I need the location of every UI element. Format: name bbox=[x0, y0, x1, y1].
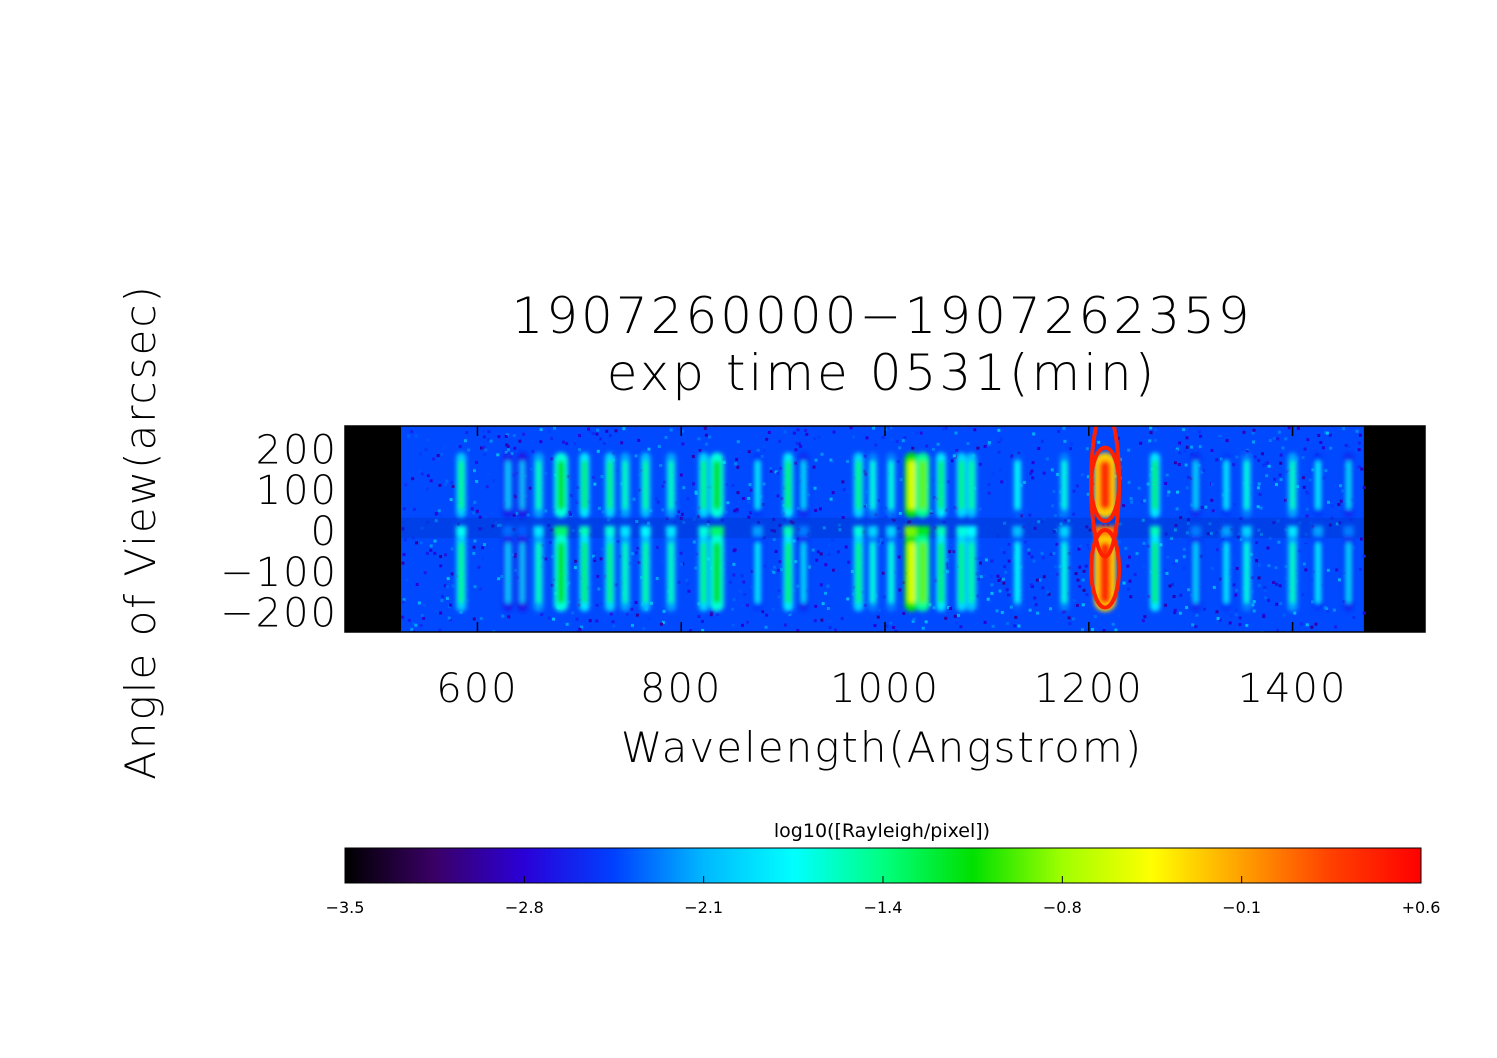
emission-line bbox=[1241, 452, 1252, 612]
colorbar-tick: −2.8 bbox=[505, 876, 544, 917]
x-tick: 1000 bbox=[830, 426, 940, 712]
colorbar-tick: −2.1 bbox=[684, 876, 723, 917]
emission-line bbox=[1094, 452, 1117, 612]
y-tick-label: 200 bbox=[256, 427, 338, 473]
emission-line bbox=[956, 452, 967, 612]
emission-line bbox=[966, 452, 977, 612]
colorbar-ticks: −3.5 −2.8 −2.1 −1.4 −0.8 −0.1 +0.6 bbox=[326, 876, 1441, 917]
emission-line bbox=[1287, 452, 1298, 612]
x-tick-label: 1400 bbox=[1238, 666, 1348, 712]
emission-line bbox=[503, 452, 514, 612]
x-tick-label: 800 bbox=[640, 666, 722, 712]
lyman-alpha-feature bbox=[1089, 426, 1122, 610]
emission-line bbox=[752, 452, 763, 612]
emission-line bbox=[579, 452, 590, 612]
colorbar-tick-label: −1.4 bbox=[864, 898, 903, 917]
y-tick: −200 bbox=[220, 591, 1425, 637]
y-tick-label: −200 bbox=[220, 591, 338, 637]
emission-line bbox=[853, 452, 864, 612]
emission-line bbox=[1221, 452, 1232, 612]
x-tick-label: 1200 bbox=[1034, 666, 1144, 712]
x-tick-label: 1000 bbox=[830, 666, 940, 712]
emission-line bbox=[1343, 452, 1354, 612]
chart-subtitle: exp time 0531(min) bbox=[607, 344, 1158, 402]
colorbar: log10([Rayleigh/pixel]) −3.5 −2.8 −2.1 −1.4… bbox=[326, 820, 1441, 917]
colorbar-tick: −1.4 bbox=[864, 876, 903, 917]
emission-line bbox=[554, 452, 568, 612]
emission-line bbox=[1190, 452, 1201, 612]
emission-line bbox=[517, 452, 528, 612]
emission-line bbox=[666, 452, 677, 612]
colorbar-tick: −0.1 bbox=[1222, 876, 1261, 917]
colorbar-tick: +0.6 bbox=[1402, 876, 1441, 917]
emission-line bbox=[798, 452, 809, 612]
y-axis-label: Angle of View(arcsec) bbox=[116, 284, 165, 780]
heatmap-image bbox=[401, 426, 1366, 632]
y-tick: −100 bbox=[220, 550, 1425, 596]
colorbar-label: log10([Rayleigh/pixel]) bbox=[774, 820, 990, 842]
y-tick: 200 bbox=[256, 427, 1425, 473]
emission-line bbox=[936, 452, 947, 612]
emission-lines bbox=[456, 452, 1354, 612]
x-tick: 600 bbox=[436, 426, 518, 712]
colorbar-tick: −3.5 bbox=[326, 876, 365, 917]
emission-line bbox=[1150, 452, 1160, 612]
emission-line bbox=[1059, 452, 1070, 612]
emission-line bbox=[456, 452, 467, 612]
y-tick: 0 bbox=[311, 509, 1425, 555]
x-tick: 800 bbox=[640, 426, 722, 712]
colorbar-tick-label: −2.1 bbox=[684, 898, 723, 917]
emission-line bbox=[709, 452, 724, 612]
y-tick-label: 100 bbox=[256, 468, 338, 514]
x-tick-label: 600 bbox=[436, 666, 518, 712]
emission-line bbox=[1012, 452, 1023, 612]
emission-line bbox=[867, 452, 878, 612]
colorbar-tick-label: −2.8 bbox=[505, 898, 544, 917]
colorbar-tick-label: −0.8 bbox=[1043, 898, 1082, 917]
emission-line bbox=[886, 452, 897, 612]
emission-line bbox=[915, 452, 930, 612]
emission-line bbox=[783, 452, 794, 612]
center-band bbox=[401, 517, 1364, 539]
colorbar-tick: −0.8 bbox=[1043, 876, 1082, 917]
emission-line bbox=[698, 452, 709, 612]
emission-line bbox=[1313, 452, 1324, 612]
x-tick: 1400 bbox=[1238, 426, 1348, 712]
y-tick: 100 bbox=[256, 468, 1425, 514]
emission-line bbox=[640, 452, 651, 612]
colorbar-tick-label: −3.5 bbox=[326, 898, 365, 917]
emission-line bbox=[533, 452, 544, 612]
y-tick-label: −100 bbox=[220, 550, 338, 596]
x-axis-label: Wavelength(Angstrom) bbox=[621, 723, 1143, 772]
colorbar-tick-label: −0.1 bbox=[1222, 898, 1261, 917]
x-axis-ticks: 600 800 1000 1200 1400 bbox=[436, 426, 1348, 712]
emission-line bbox=[604, 452, 615, 612]
chart-title: 1907260000−1907262359 bbox=[511, 287, 1252, 345]
emission-line bbox=[620, 452, 631, 612]
x-tick: 1200 bbox=[1034, 426, 1144, 712]
colorbar-tick-label: +0.6 bbox=[1402, 898, 1441, 917]
emission-line bbox=[904, 452, 919, 612]
y-tick-label: 0 bbox=[311, 509, 338, 555]
